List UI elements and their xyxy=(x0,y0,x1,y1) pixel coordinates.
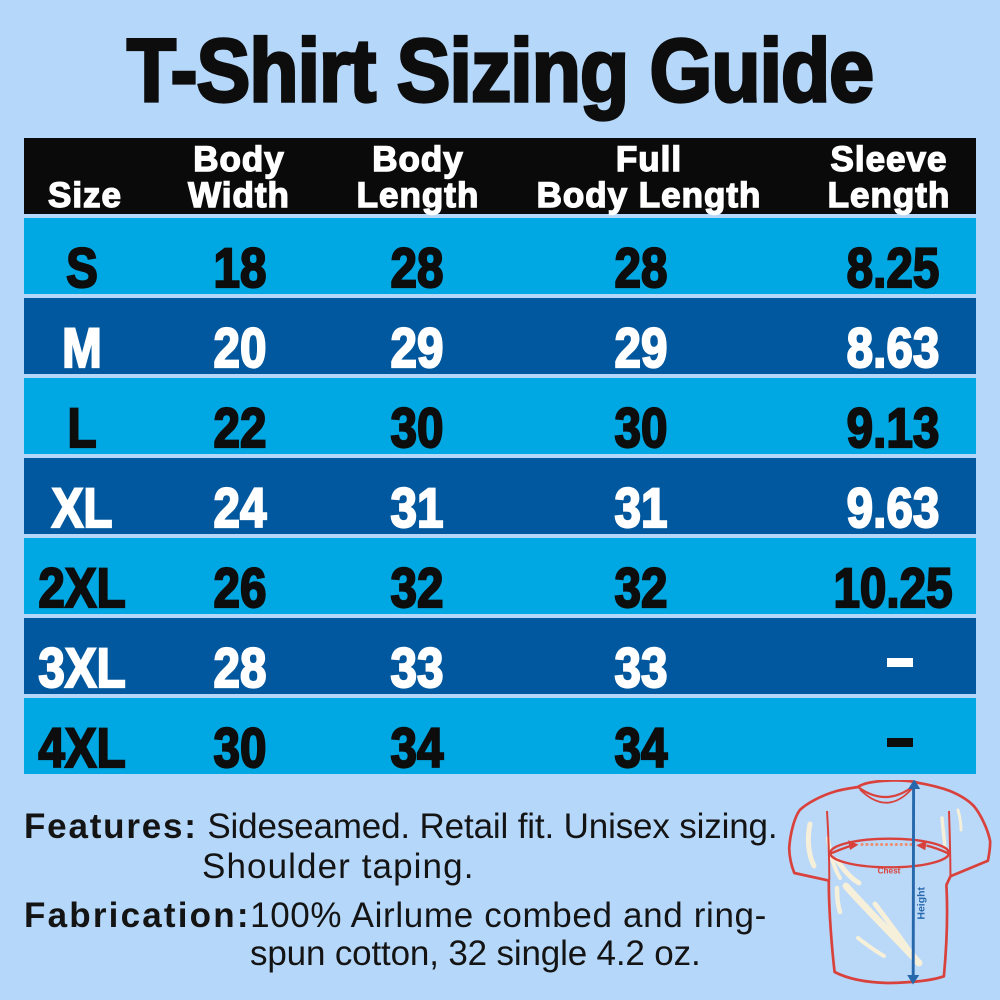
svg-text:Height: Height xyxy=(915,886,927,919)
svg-text:Chest: Chest xyxy=(878,867,901,876)
